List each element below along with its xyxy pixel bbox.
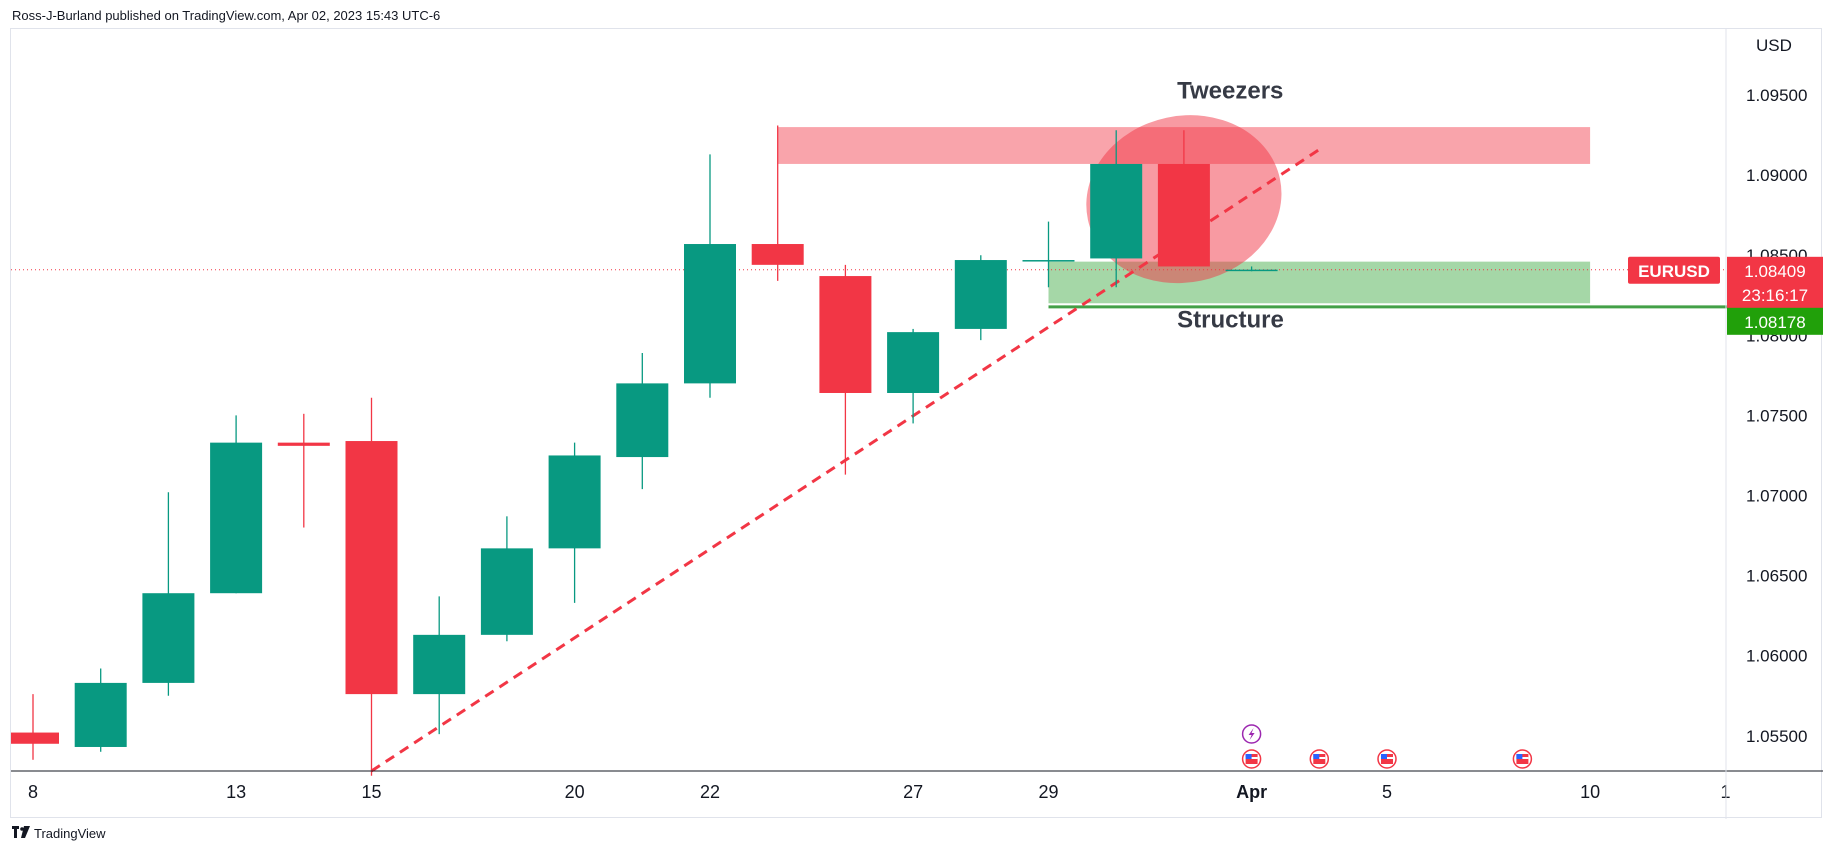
candle — [887, 328, 940, 424]
candle — [684, 154, 736, 398]
last-price-value: 1.08409 — [1744, 262, 1805, 281]
candle — [616, 352, 669, 490]
candle — [1225, 266, 1278, 272]
annotation-label: Tweezers — [1177, 77, 1283, 104]
candle-body — [887, 332, 940, 393]
annotation-label: Structure — [1177, 306, 1284, 333]
us-flag-icon — [1309, 749, 1330, 769]
price-axis: USD 1.05500 1.06000 1.06500 1.07000 1.07500 1.… — [1628, 29, 1823, 819]
footer-brand-text: TradingView — [34, 826, 106, 841]
candle — [1022, 221, 1075, 288]
time-tick-label: 29 — [1038, 782, 1058, 802]
candle-body — [751, 244, 804, 265]
publisher-caption: Ross-J-Burland published on TradingView.… — [12, 8, 441, 23]
candle-body — [277, 442, 330, 446]
candle — [1157, 130, 1210, 267]
candle-body — [74, 682, 127, 747]
us-flag-icon — [1512, 749, 1533, 769]
time-tick-label: 22 — [700, 782, 720, 802]
candle-body — [210, 442, 263, 594]
us-flag-icon — [1241, 749, 1262, 769]
candle-body — [11, 732, 59, 744]
flag-canton — [1313, 754, 1320, 759]
time-tick-label: 20 — [565, 782, 585, 802]
time-axis: 8131520222729Apr5101 — [11, 770, 1823, 802]
time-tick-label: 10 — [1580, 782, 1600, 802]
candles-layer — [11, 125, 1278, 776]
last-price-tag — [1727, 256, 1823, 309]
candle-body — [480, 548, 533, 635]
time-tick-label: 5 — [1382, 782, 1392, 802]
price-tick-label: 1.06000 — [1746, 647, 1807, 666]
structure-price-value: 1.08178 — [1744, 313, 1805, 332]
candle-body — [616, 383, 669, 458]
lightning-bolt — [1248, 728, 1255, 740]
candle — [74, 668, 127, 752]
flag-canton — [1516, 754, 1523, 759]
candle-body — [684, 244, 736, 384]
currency-label: USD — [1756, 36, 1792, 55]
candle — [954, 255, 1007, 341]
symbol-tag-label: EURUSD — [1638, 262, 1710, 281]
events-layer — [1241, 724, 1533, 769]
annotations-layer: Tweezers Structure — [1177, 77, 1284, 333]
price-tick-label: 1.07500 — [1746, 406, 1807, 425]
candle-body — [954, 260, 1007, 329]
symbol-tag — [1628, 256, 1720, 284]
candle-body — [819, 276, 872, 393]
countdown-timer: 23:16:17 — [1742, 286, 1808, 305]
flag-canton — [1381, 754, 1387, 759]
time-tick-label: 15 — [361, 782, 381, 802]
candle-body — [1157, 163, 1210, 267]
candle-body — [1225, 269, 1278, 272]
price-tick-label: 1.05500 — [1746, 727, 1807, 746]
candle — [142, 492, 195, 696]
lightning-icon — [1241, 724, 1262, 744]
time-tick-label: 27 — [903, 782, 923, 802]
candle-body — [142, 593, 195, 683]
structure-price-tag — [1727, 307, 1823, 335]
tradingview-logo-icon — [12, 826, 30, 841]
candle — [345, 397, 398, 776]
us-flag-icon — [1377, 749, 1397, 769]
candle — [413, 596, 466, 735]
candle — [277, 413, 330, 528]
price-tick-label: 1.09500 — [1746, 86, 1807, 105]
price-tick-label: 1.09000 — [1746, 166, 1807, 185]
candle — [210, 415, 263, 594]
price-tick-label: 1.07000 — [1746, 486, 1807, 505]
candle-body — [548, 455, 601, 549]
time-tick-label: 13 — [226, 782, 246, 802]
candle-body — [1090, 163, 1143, 259]
time-tick-label: 8 — [28, 782, 38, 802]
candle — [751, 125, 804, 281]
candle-body — [345, 441, 398, 695]
lines-layer — [11, 148, 1731, 773]
candle — [548, 442, 601, 603]
price-tick-label: 1.06500 — [1746, 567, 1807, 586]
candle-body — [413, 634, 466, 695]
time-tick-label: Apr — [1236, 782, 1267, 802]
footer-branding: TradingView — [12, 826, 106, 841]
candle-body — [1022, 260, 1075, 262]
candle — [819, 264, 872, 475]
flag-canton — [1245, 754, 1252, 759]
candle — [480, 516, 533, 642]
candle — [11, 694, 59, 760]
candle — [1090, 130, 1143, 288]
